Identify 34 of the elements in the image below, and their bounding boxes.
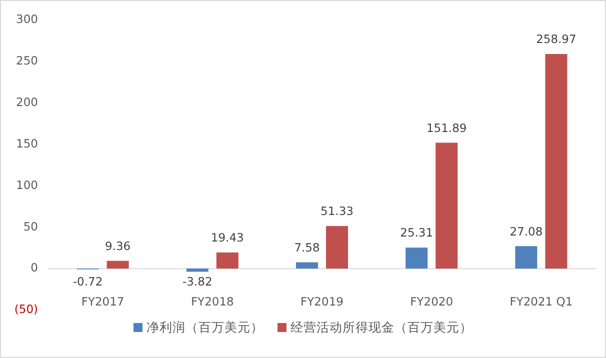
bar: [406, 248, 428, 269]
x-tick-label: FY2018: [190, 294, 234, 309]
bar: [106, 260, 129, 269]
y-tick-label: 250: [16, 54, 38, 68]
bar: [515, 246, 538, 269]
bar: [186, 268, 208, 272]
bar: [216, 252, 238, 269]
bar: [436, 142, 458, 269]
bar: [326, 226, 348, 269]
legend-label: 经营活动所得现金（百万美元）: [290, 319, 472, 334]
y-tick-label: 100: [16, 178, 38, 192]
y-tick-label: (50): [14, 302, 38, 316]
data-label: 51.33: [320, 204, 354, 218]
data-label: 19.43: [210, 230, 244, 245]
legend-label: 净利润（百万美元）: [146, 319, 264, 334]
x-tick-label: FY2021 Q1: [510, 294, 573, 309]
data-label: 25.31: [400, 226, 434, 240]
y-tick-label: 50: [23, 219, 38, 234]
x-tick-label: FY2019: [300, 294, 344, 309]
x-tick-label: FY2017: [81, 294, 124, 309]
bar: [545, 54, 568, 269]
data-label: 258.97: [536, 32, 576, 46]
data-label: 151.89: [426, 120, 467, 135]
y-tick-label: 0: [30, 260, 38, 275]
bar: [296, 262, 318, 269]
data-label: -3.82: [182, 274, 212, 289]
data-label: 9.36: [104, 238, 131, 253]
data-label: 27.08: [510, 224, 543, 238]
y-tick-label: 300: [16, 12, 38, 26]
y-tick-label: 150: [16, 136, 38, 150]
data-label: -0.72: [72, 274, 103, 289]
data-label: 7.58: [294, 240, 320, 254]
x-tick-label: FY2020: [410, 294, 454, 309]
y-tick-label: 200: [16, 95, 38, 110]
